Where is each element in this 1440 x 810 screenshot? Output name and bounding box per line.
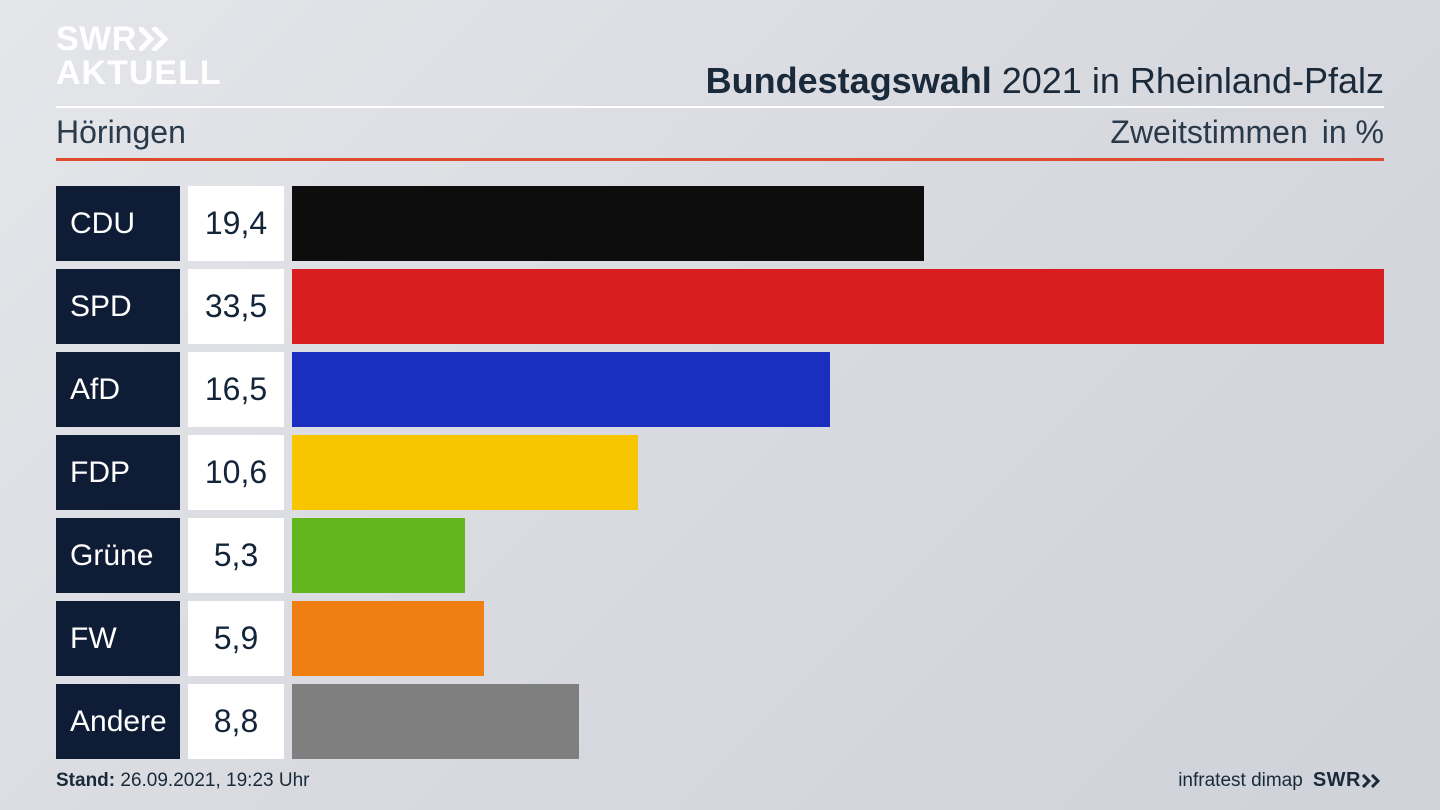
value-box: 5,3 — [188, 518, 284, 593]
logo-line1: SWR — [56, 22, 137, 56]
bar-track — [292, 684, 1384, 759]
party-label: Grüne — [56, 518, 180, 593]
bar-track — [292, 269, 1384, 344]
chart-row: Andere8,8 — [56, 684, 1384, 759]
chart-row: AfD16,5 — [56, 352, 1384, 427]
bar-track — [292, 352, 1384, 427]
value-box: 10,6 — [188, 435, 284, 510]
bar-track — [292, 186, 1384, 261]
party-label: CDU — [56, 186, 180, 261]
value-box: 8,8 — [188, 684, 284, 759]
bar-track — [292, 601, 1384, 676]
party-label: FW — [56, 601, 180, 676]
bar-track — [292, 518, 1384, 593]
party-label: FDP — [56, 435, 180, 510]
source-attribution: infratest dimap SWR — [1178, 769, 1384, 792]
chart-row: CDU19,4 — [56, 186, 1384, 261]
bar — [292, 435, 638, 510]
source-name: infratest dimap — [1178, 770, 1303, 792]
divider-top — [56, 106, 1384, 108]
timestamp-label: Stand: — [56, 770, 115, 791]
broadcaster-logo: SWR AKTUELL — [56, 22, 222, 90]
title-rest: 2021 in Rheinland-Pfalz — [992, 60, 1384, 101]
bar — [292, 518, 465, 593]
logo-line2: AKTUELL — [56, 56, 222, 90]
chart-row: FW5,9 — [56, 601, 1384, 676]
mini-logo: SWR — [1313, 769, 1384, 792]
party-label: Andere — [56, 684, 180, 759]
chart-row: Grüne5,3 — [56, 518, 1384, 593]
bar — [292, 601, 484, 676]
metric-name: Zweitstimmen — [1110, 114, 1307, 150]
mini-logo-text: SWR — [1313, 769, 1361, 792]
bar-track — [292, 435, 1384, 510]
party-label: AfD — [56, 352, 180, 427]
bar — [292, 352, 830, 427]
bar — [292, 186, 924, 261]
value-box: 33,5 — [188, 269, 284, 344]
bar — [292, 684, 579, 759]
bar — [292, 269, 1384, 344]
chevron-right-icon — [139, 27, 173, 51]
divider-accent — [56, 158, 1384, 161]
chart-row: SPD33,5 — [56, 269, 1384, 344]
value-box: 16,5 — [188, 352, 284, 427]
chart-row: FDP10,6 — [56, 435, 1384, 510]
subtitle-row: Höringen Zweitstimmen in % — [56, 114, 1384, 151]
party-label: SPD — [56, 269, 180, 344]
region-name: Höringen — [56, 114, 186, 151]
metric-unit: in % — [1322, 114, 1384, 150]
election-bar-chart: CDU19,4SPD33,5AfD16,5FDP10,6Grüne5,3FW5,… — [56, 186, 1384, 767]
footer: Stand: 26.09.2021, 19:23 Uhr infratest d… — [56, 769, 1384, 792]
metric-label: Zweitstimmen in % — [1096, 114, 1384, 151]
timestamp-value: 26.09.2021, 19:23 Uhr — [115, 770, 309, 791]
timestamp: Stand: 26.09.2021, 19:23 Uhr — [56, 770, 309, 792]
chart-title: Bundestagswahl 2021 in Rheinland-Pfalz — [706, 60, 1384, 102]
title-bold: Bundestagswahl — [706, 60, 992, 101]
value-box: 19,4 — [188, 186, 284, 261]
value-box: 5,9 — [188, 601, 284, 676]
